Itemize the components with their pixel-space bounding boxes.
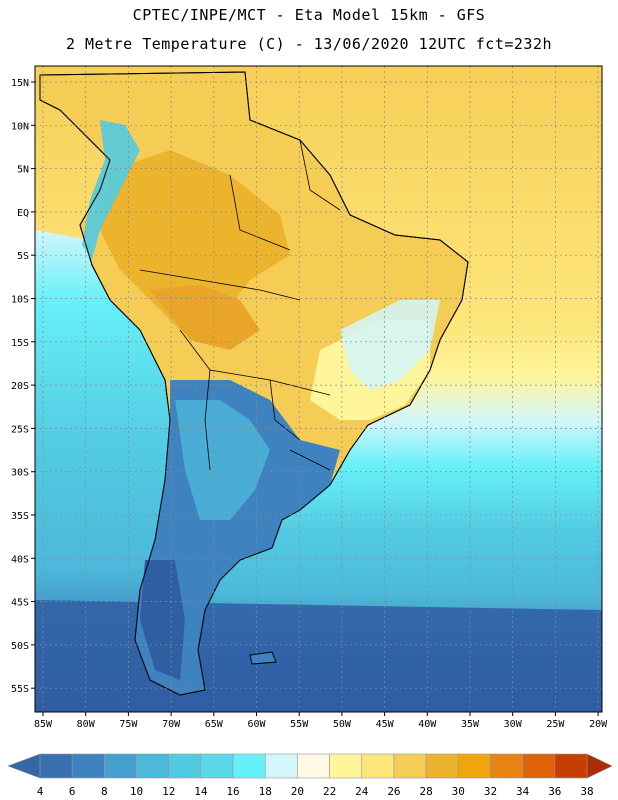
colorbar-swatch	[104, 753, 137, 779]
colorbar-label: 38	[580, 785, 593, 798]
lon-label: 35W	[461, 719, 480, 730]
colorbar-label: 26	[387, 785, 400, 798]
colorbar-swatch	[200, 753, 234, 779]
lat-label: 55S	[11, 684, 29, 695]
colorbar-label: 28	[419, 785, 432, 798]
colorbar-swatch	[264, 753, 298, 779]
lat-label: 50S	[11, 641, 29, 652]
lon-label: 60W	[247, 719, 266, 730]
colorbar: 4 6 8 10 12 14 16 18 20 22 24 26 28 30 32 34 36 38	[7, 753, 613, 798]
lat-label: 30S	[11, 468, 29, 479]
colorbar-low-arrow	[7, 753, 41, 779]
colorbar-swatch	[297, 753, 330, 779]
colorbar-label: 30	[452, 785, 465, 798]
lon-label: 80W	[77, 719, 96, 730]
colorbar-swatch	[168, 753, 202, 779]
map-title-line-1: CPTEC/INPE/MCT - Eta Model 15km - GFS	[132, 6, 486, 24]
lat-label: 10N	[11, 121, 29, 132]
lat-label: 5S	[17, 251, 29, 262]
lon-label: 75W	[119, 719, 138, 730]
brazil-highlands-cool	[340, 300, 440, 390]
coastline	[39, 71, 469, 696]
lon-label: 20W	[589, 719, 608, 730]
lon-label: 70W	[162, 719, 181, 730]
lon-label: 25W	[546, 719, 565, 730]
country-borders	[139, 139, 341, 471]
longitude-labels: 85W 80W 75W 70W 65W 60W 55W 50W 45W 40W 35W 30W 25W 2…	[34, 712, 608, 730]
amazon-hot-zone	[100, 150, 290, 330]
colorbar-label: 14	[194, 785, 208, 798]
southern-ocean-field	[35, 600, 602, 712]
colorbar-swatch	[522, 753, 556, 779]
colorbar-swatch	[425, 753, 459, 779]
colorbar-label: 8	[101, 785, 108, 798]
map-title-line-2: 2 Metre Temperature (C) - 13/06/2020 12U…	[65, 35, 553, 53]
lon-label: 65W	[205, 719, 224, 730]
colorbar-label: 6	[69, 785, 76, 798]
colorbar-swatch	[361, 753, 395, 779]
colorbar-label: 32	[484, 785, 497, 798]
peru-bolivia-hot-zone	[150, 285, 260, 350]
colorbar-label: 10	[130, 785, 143, 798]
map-field	[35, 66, 602, 712]
lat-label: 20S	[11, 381, 29, 392]
colorbar-label: 24	[355, 785, 369, 798]
lon-label: 85W	[34, 719, 53, 730]
lat-label: 25S	[11, 424, 29, 435]
colorbar-swatch	[136, 753, 170, 779]
lon-label: 50W	[333, 719, 352, 730]
patagonia-cold	[140, 560, 185, 680]
pampas-cool	[175, 400, 270, 520]
colorbar-swatch	[39, 753, 73, 779]
lat-label: 15N	[11, 78, 29, 89]
colorbar-swatch	[490, 753, 523, 779]
colorbar-label: 4	[37, 785, 44, 798]
lat-label: 40S	[11, 554, 29, 565]
lat-label: 45S	[11, 598, 29, 609]
colorbar-label: 22	[323, 785, 336, 798]
lat-label: 10S	[11, 295, 29, 306]
lat-label: 5N	[17, 165, 29, 176]
colorbar-swatch	[329, 753, 363, 779]
colorbar-swatch	[457, 753, 491, 779]
lat-label: 35S	[11, 511, 29, 522]
map-frame	[34, 65, 603, 713]
colorbar-label: 34	[516, 785, 530, 798]
colorbar-swatch	[393, 753, 427, 779]
colorbar-swatch	[71, 753, 105, 779]
lon-label: 30W	[504, 719, 523, 730]
colorbar-label: 36	[548, 785, 561, 798]
lat-label: 15S	[11, 338, 29, 349]
lon-label: 40W	[418, 719, 437, 730]
colorbar-label: 12	[162, 785, 175, 798]
northern-andes-cold	[82, 120, 140, 260]
colorbar-label: 20	[291, 785, 304, 798]
colorbar-swatch	[554, 753, 588, 779]
colorbar-high-arrow	[586, 753, 613, 779]
lon-label: 45W	[376, 719, 395, 730]
lat-label: EQ	[17, 208, 29, 219]
colorbar-label: 16	[226, 785, 239, 798]
colorbar-label: 18	[259, 785, 272, 798]
colorbar-swatch	[232, 753, 266, 779]
latitude-labels: 15N 10N 5N EQ 5S 10S 15S 20S 25S 30S 35S 40S 45S 50S 5…	[11, 78, 35, 695]
lon-label: 55W	[290, 719, 309, 730]
